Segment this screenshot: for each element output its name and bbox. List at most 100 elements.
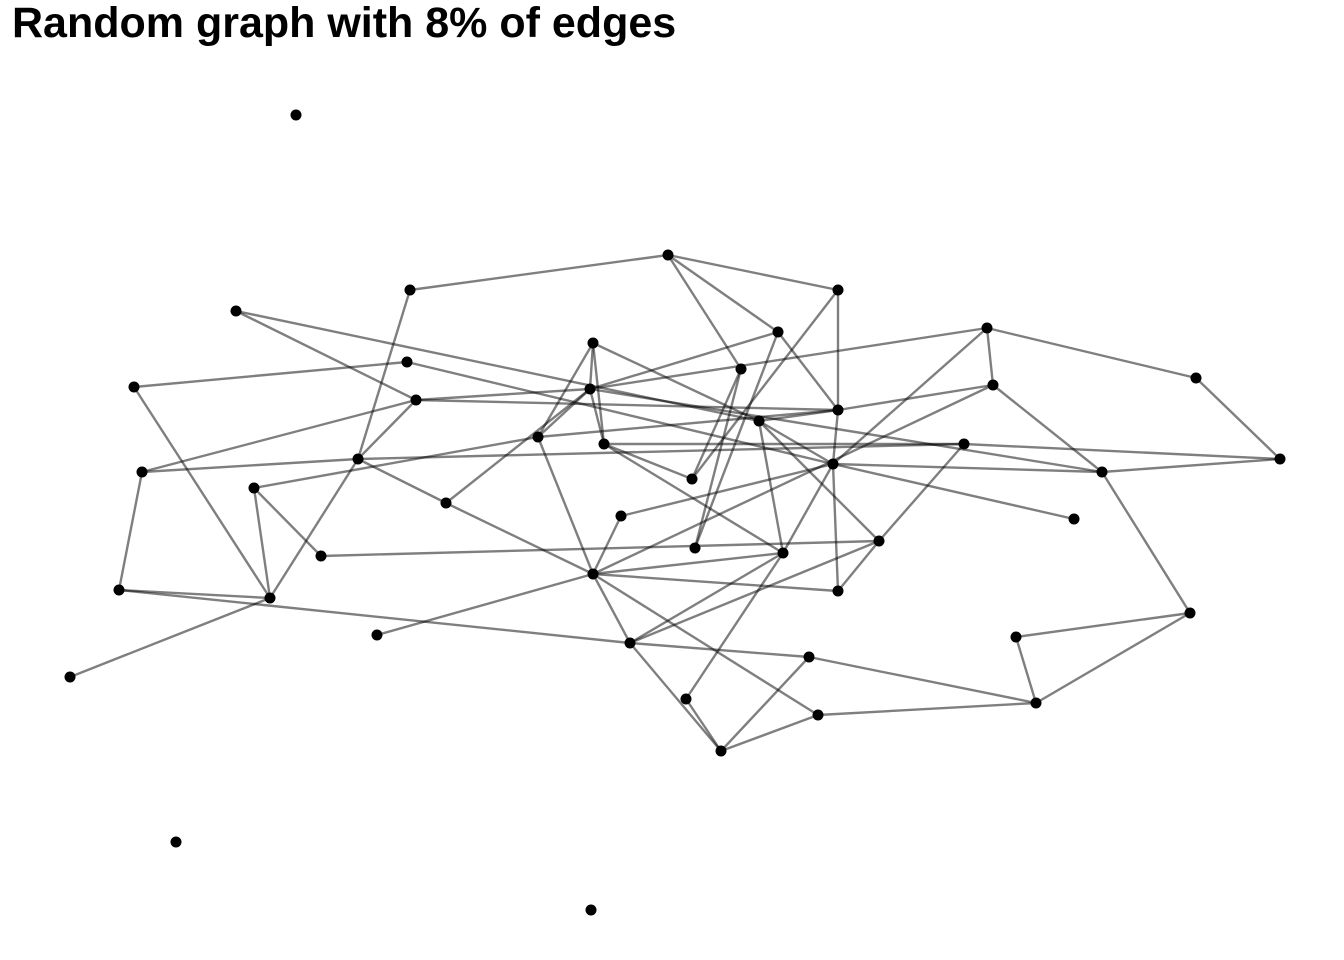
graph-edge	[536, 436, 595, 575]
graph-edge	[832, 462, 1103, 474]
graph-edge	[589, 387, 1103, 474]
graph-edge	[592, 572, 839, 593]
graph-node	[812, 709, 824, 721]
graph-edge	[758, 419, 834, 466]
graph-edge	[537, 408, 839, 439]
graph-edge	[817, 701, 1037, 717]
graph-edge	[376, 572, 594, 637]
page-title: Random graph with 8% of edges	[12, 0, 677, 47]
graph-node	[686, 473, 698, 485]
graph-edge	[253, 435, 539, 490]
graph-edge	[878, 443, 965, 542]
graph-edge	[837, 540, 880, 592]
graph-edge	[629, 539, 880, 645]
graph-edge	[985, 327, 995, 386]
graph-edge	[592, 572, 819, 717]
graph-node	[832, 404, 844, 416]
graph-node	[64, 671, 76, 683]
graph-edge	[666, 254, 743, 370]
graph-edge	[992, 384, 1103, 473]
graph-edge	[591, 342, 606, 445]
graph-edge	[415, 387, 591, 402]
graph-edge	[252, 487, 272, 599]
graph-edge	[406, 360, 834, 466]
graph-node	[248, 482, 260, 494]
graph-node	[587, 337, 599, 349]
graph-node	[128, 381, 140, 393]
graph-edge	[592, 383, 994, 576]
graph-node	[987, 379, 999, 391]
graph-edge	[629, 642, 722, 752]
graph-node	[1010, 631, 1022, 643]
graph-node	[290, 109, 302, 121]
graph-edge	[132, 386, 272, 599]
graph-edge	[356, 289, 412, 460]
graph-edge	[1015, 611, 1191, 639]
graph-node	[401, 356, 413, 368]
graph-node	[315, 550, 327, 562]
graph-edge	[141, 457, 359, 474]
graph-edge	[235, 309, 417, 402]
graph-node	[981, 322, 993, 334]
graph-node	[371, 629, 383, 641]
graph-node	[170, 836, 182, 848]
graph-node	[113, 584, 125, 596]
graph-edge	[357, 457, 447, 505]
graph-edge	[837, 383, 994, 412]
graph-node	[1068, 513, 1080, 525]
graph-edge	[691, 289, 839, 480]
graph-edge	[253, 487, 322, 557]
graph-node	[1184, 607, 1196, 619]
graph-edge	[832, 462, 1075, 521]
graph-node	[1096, 466, 1108, 478]
graph-edge	[588, 342, 595, 390]
graph-edge	[415, 398, 839, 412]
graph-node	[1190, 372, 1202, 384]
graph-node	[772, 326, 784, 338]
graph-edge	[1014, 636, 1038, 704]
graph-node	[136, 466, 148, 478]
graph-edge	[720, 713, 819, 753]
graph-edge	[320, 539, 880, 558]
graph-node	[615, 510, 627, 522]
graph-node	[1274, 453, 1286, 465]
graph-edge	[588, 388, 606, 445]
graph-edge	[781, 463, 835, 554]
graph-node	[827, 458, 839, 470]
graph-edge	[667, 254, 779, 333]
graph-edge	[445, 388, 591, 504]
graph-edge	[357, 399, 417, 460]
graph-node	[832, 284, 844, 296]
graph-node	[689, 542, 701, 554]
graph-node	[410, 394, 422, 406]
graph-edge	[118, 588, 631, 645]
graph-edges	[69, 253, 1281, 753]
graph-edge	[117, 471, 144, 591]
graph-node	[1030, 697, 1042, 709]
graph-edge	[592, 551, 784, 576]
graph-edge	[409, 253, 669, 292]
graph-node	[440, 497, 452, 509]
graph-edge	[1100, 471, 1192, 614]
graph-node	[958, 438, 970, 450]
graph-node	[832, 585, 844, 597]
graph-edge	[118, 588, 271, 600]
graph-node	[598, 438, 610, 450]
graph-edge	[1195, 377, 1281, 460]
graph-edge	[629, 551, 784, 645]
graph-node	[587, 568, 599, 580]
graph-edge	[141, 398, 417, 474]
graph-edge	[357, 442, 965, 461]
graph-node	[264, 592, 276, 604]
graph-node	[680, 693, 692, 705]
graph-node	[352, 453, 364, 465]
graph-edge	[758, 420, 880, 542]
graph-node	[803, 651, 815, 663]
graph-edge	[831, 463, 840, 592]
graph-node	[404, 284, 416, 296]
graph-edge	[1101, 457, 1281, 474]
graph-node	[753, 415, 765, 427]
graph-node	[585, 904, 597, 916]
graph-edge	[831, 409, 840, 465]
